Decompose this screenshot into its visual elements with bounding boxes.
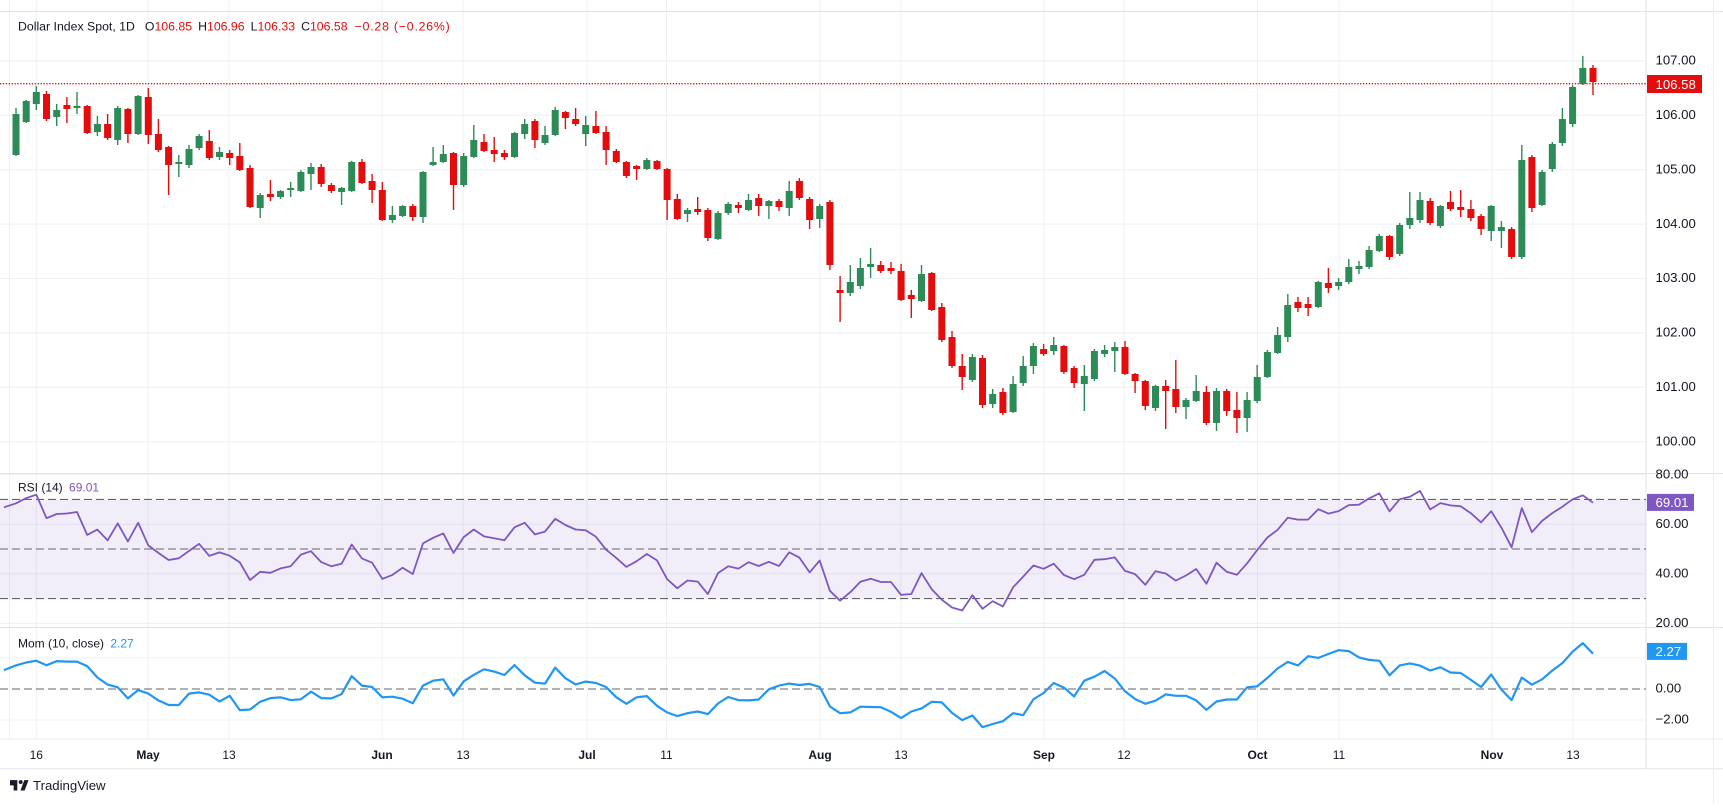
svg-text:60.00: 60.00 bbox=[1656, 516, 1689, 531]
svg-text:Jun: Jun bbox=[371, 748, 392, 762]
svg-text:106.58: 106.58 bbox=[1656, 77, 1696, 92]
svg-text:0.00: 0.00 bbox=[1656, 681, 1682, 696]
svg-text:16: 16 bbox=[30, 748, 44, 762]
svg-text:20.00: 20.00 bbox=[1656, 615, 1689, 630]
svg-text:2.27: 2.27 bbox=[1656, 644, 1682, 659]
svg-text:12: 12 bbox=[1117, 748, 1131, 762]
svg-text:13: 13 bbox=[1566, 748, 1580, 762]
svg-text:69.01: 69.01 bbox=[1656, 495, 1689, 510]
svg-text:11: 11 bbox=[1333, 748, 1346, 762]
svg-text:13: 13 bbox=[456, 748, 470, 762]
svg-text:Oct: Oct bbox=[1247, 748, 1267, 762]
svg-text:101.00: 101.00 bbox=[1656, 379, 1696, 394]
svg-text:80.00: 80.00 bbox=[1656, 466, 1689, 481]
svg-text:Jul: Jul bbox=[578, 748, 595, 762]
svg-text:103.00: 103.00 bbox=[1656, 270, 1696, 285]
svg-text:Mom (10, close) 2.27: Mom (10, close) 2.27 bbox=[18, 637, 134, 651]
svg-text:106.00: 106.00 bbox=[1656, 107, 1696, 122]
svg-text:TradingView: TradingView bbox=[33, 778, 106, 793]
svg-text:Aug: Aug bbox=[808, 748, 831, 762]
svg-text:RSI (14) 69.01: RSI (14) 69.01 bbox=[18, 481, 99, 495]
svg-text:May: May bbox=[136, 748, 160, 762]
svg-text:13: 13 bbox=[894, 748, 908, 762]
svg-text:13: 13 bbox=[222, 748, 236, 762]
svg-text:104.00: 104.00 bbox=[1656, 216, 1696, 231]
svg-text:40.00: 40.00 bbox=[1656, 566, 1689, 581]
svg-text:Nov: Nov bbox=[1481, 748, 1504, 762]
svg-text:102.00: 102.00 bbox=[1656, 325, 1696, 340]
svg-text:−2.00: −2.00 bbox=[1656, 712, 1689, 727]
svg-text:107.00: 107.00 bbox=[1656, 53, 1696, 68]
svg-text:11: 11 bbox=[660, 748, 673, 762]
svg-text:105.00: 105.00 bbox=[1656, 161, 1696, 176]
svg-text:100.00: 100.00 bbox=[1656, 433, 1696, 448]
svg-text:Sep: Sep bbox=[1033, 748, 1055, 762]
